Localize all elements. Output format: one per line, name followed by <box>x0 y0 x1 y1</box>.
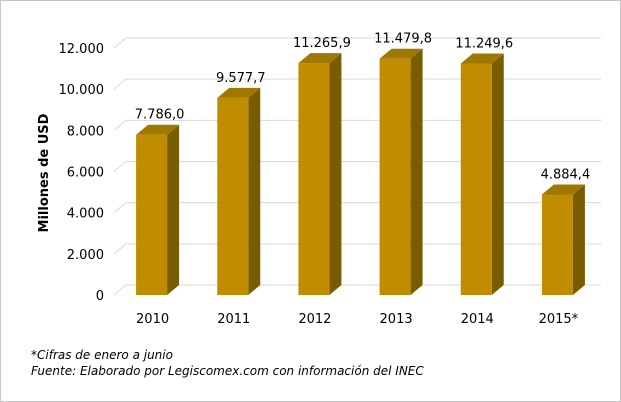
bar-top <box>541 184 585 195</box>
gridline <box>113 202 601 214</box>
bar-chart: 0 2.000 4.000 6.000 8.000 10.000 12.000 7.786,… <box>37 32 601 327</box>
bar-side <box>410 48 423 295</box>
gridline <box>113 284 601 296</box>
bars <box>136 48 585 296</box>
x-tick-label: 2010 <box>136 312 169 327</box>
bar <box>460 63 492 295</box>
bar-side <box>248 87 261 295</box>
bar-top <box>217 87 261 98</box>
x-tick-label: 2011 <box>217 312 250 327</box>
x-tick-label: 2013 <box>380 312 413 327</box>
x-tick-label: 2012 <box>298 312 331 327</box>
gridline <box>113 37 601 49</box>
y-tick-labels: 0 2.000 4.000 6.000 8.000 10.000 12.000 <box>59 42 105 304</box>
data-labels: 7.786,0 9.577,7 11.265,9 11.479,8 11.249,6 4.… <box>135 32 590 183</box>
bar-top <box>136 124 180 135</box>
bar-side <box>329 53 342 295</box>
bar <box>217 97 249 295</box>
gridline <box>113 119 601 131</box>
y-tick-label: 6.000 <box>67 166 104 181</box>
data-label: 11.265,9 <box>293 36 351 51</box>
y-axis-label: Millones de USD <box>37 113 52 232</box>
gridlines <box>113 37 601 296</box>
y-tick-label: 0 <box>96 289 104 304</box>
data-label: 9.577,7 <box>216 71 266 86</box>
y-tick-label: 2.000 <box>67 248 104 263</box>
bar <box>541 194 573 295</box>
data-label: 11.479,8 <box>374 32 432 47</box>
bar <box>379 58 411 295</box>
x-tick-labels: 2010 2011 2012 2013 2014 2015* <box>136 312 579 327</box>
bar-top <box>379 48 423 59</box>
footnote: *Cifras de enero a junio <box>31 348 173 362</box>
source-note: Fuente: Elaborado por Legiscomex.com con… <box>31 364 424 378</box>
gridline <box>113 243 601 255</box>
data-label: 4.884,4 <box>541 167 591 182</box>
x-tick-label: 2014 <box>461 312 494 327</box>
data-label: 11.249,6 <box>455 36 513 51</box>
bar <box>136 134 168 295</box>
y-tick-label: 10.000 <box>59 83 105 98</box>
gridline <box>113 161 601 172</box>
bar-side <box>572 184 585 295</box>
bar-side <box>491 53 504 295</box>
y-tick-label: 4.000 <box>67 207 104 222</box>
bar-side <box>167 124 180 296</box>
x-tick-label: 2015* <box>539 312 579 327</box>
bar-top <box>298 53 342 64</box>
y-tick-label: 12.000 <box>59 42 105 57</box>
data-label: 7.786,0 <box>135 108 185 123</box>
y-tick-label: 8.000 <box>67 124 104 139</box>
bar <box>298 63 330 295</box>
gridline <box>113 78 601 90</box>
bar-top <box>460 53 504 64</box>
